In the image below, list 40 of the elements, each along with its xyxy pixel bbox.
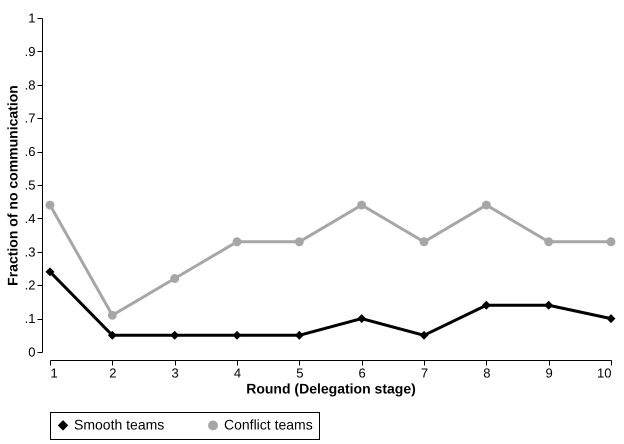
- point: [232, 330, 242, 340]
- point: [482, 200, 491, 210]
- legend-label: Smooth teams: [74, 416, 164, 432]
- y-tick-label: .6: [24, 144, 36, 160]
- point: [544, 237, 554, 246]
- point: [294, 237, 304, 246]
- point: [420, 330, 428, 340]
- y-tick-label: .8: [24, 77, 36, 92]
- y-tick-label: .1: [24, 311, 36, 326]
- point: [232, 237, 242, 246]
- point: [606, 314, 616, 324]
- y-tick-label: .3: [24, 244, 36, 260]
- y-tick-label: .9: [24, 44, 36, 59]
- legend-label: Conflict teams: [224, 416, 313, 432]
- x-tick-label: 5: [296, 366, 304, 380]
- x-tick-label: 3: [172, 366, 179, 380]
- x-tick-label: 10: [597, 366, 612, 380]
- x-tick-label: 2: [109, 366, 116, 380]
- y-tick-label: .7: [24, 110, 36, 126]
- x-tick-label: 9: [546, 366, 553, 380]
- point: [46, 200, 54, 210]
- y-tick-label: .5: [24, 178, 36, 192]
- y-axis-title: Fraction of no communication: [4, 85, 21, 286]
- y-tick-label: .2: [24, 278, 36, 293]
- point: [46, 267, 54, 276]
- point: [170, 274, 180, 283]
- x-axis-title: Round (Delegation stage): [246, 380, 416, 396]
- x-tick-label: 6: [358, 366, 366, 380]
- point: [108, 310, 117, 320]
- x-tick-label: 4: [234, 366, 242, 380]
- y-tick-label: 1: [28, 10, 36, 26]
- point: [420, 237, 428, 246]
- x-tick-label: 8: [483, 366, 490, 380]
- y-tick-label: 0: [28, 344, 36, 360]
- x-tick-label: 7: [420, 366, 428, 380]
- point: [606, 237, 616, 246]
- x-tick-label: 1: [50, 366, 58, 380]
- y-tick-label: .4: [24, 210, 36, 226]
- point: [357, 200, 366, 210]
- point: [357, 314, 366, 324]
